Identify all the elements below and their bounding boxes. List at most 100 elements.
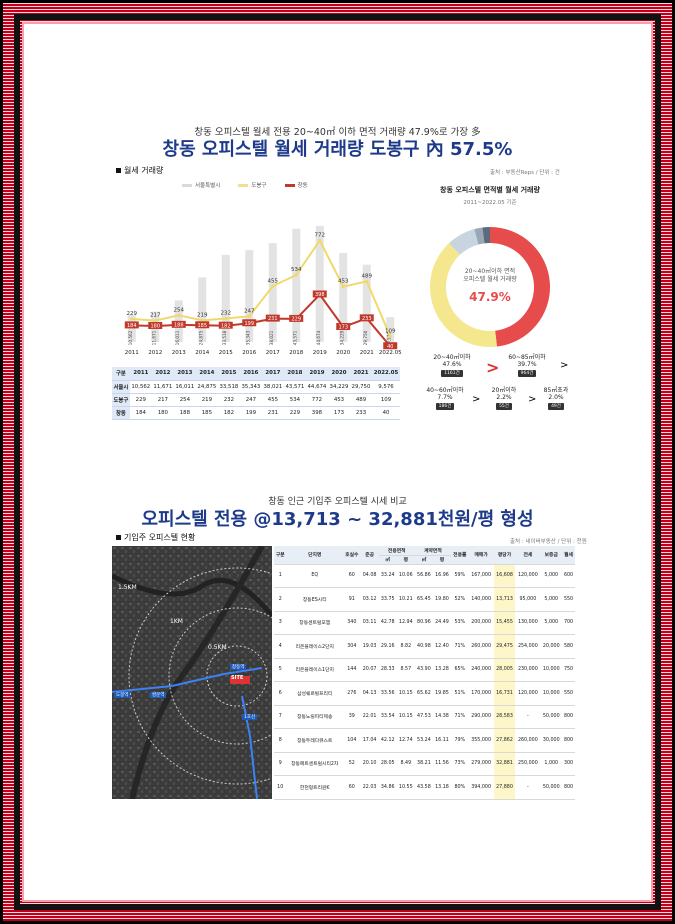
point-dobong-2017 (271, 284, 275, 288)
t2-cell: 33.54 (378, 705, 397, 729)
t2-cell: 22.01 (360, 705, 379, 729)
t2-cell: 5,000 (540, 611, 563, 635)
t2-cell: 65.45 (414, 587, 433, 612)
t2-header: 월세 (562, 546, 575, 565)
t2-cell: 한천렁트리원K (286, 775, 344, 800)
t2-cell: 260,000 (468, 634, 494, 659)
t2-cell: 15,455 (493, 611, 516, 635)
t2-cell: 79% (451, 728, 469, 753)
table-row: 2 창동ES시티 91 03.12 33.75 10.21 65.45 19.80 52% 140… (274, 587, 575, 612)
t2-cell: 51% (451, 681, 469, 706)
radius-label-1000: 1KM (170, 618, 183, 625)
t1-cell: 233 (349, 406, 372, 420)
rank-item-1: 20~40㎡이하 47.6% 1161건 (433, 354, 471, 377)
t2-cell: 71% (451, 634, 469, 659)
bar-label-seoul-2019: 44,674 (316, 330, 321, 345)
t2-cell: 03.12 (360, 587, 379, 612)
t2-cell: - (515, 705, 541, 729)
t2-cell: 240,000 (468, 658, 494, 682)
t2-cell: 34.86 (378, 775, 397, 800)
table-row: 3 창동센트럴포엠 340 03.11 42.78 12.94 80.96 24.49 53% 2… (274, 611, 575, 635)
t2-cell: 10,000 (540, 658, 563, 682)
bullet-square-icon (116, 535, 121, 540)
t1-cell: 43,571 (283, 380, 306, 394)
rank-item-2: 60~85㎡이하 39.7% 964건 (508, 354, 546, 377)
pie-slice-0 (490, 227, 550, 347)
t2-cell: 20.10 (360, 752, 379, 776)
header-title: 창동 오피스텔 월세 거래량 도봉구 內 57.5% (162, 139, 513, 160)
legend-item-seoul: 서울특별시 (182, 181, 220, 189)
t2-cell: 창동메트센트럴시티2차 (286, 752, 344, 776)
t1-cell: 24,875 (195, 380, 218, 394)
tick-label-2014: 2014 (195, 350, 209, 356)
t2-cell: 28.05 (378, 752, 397, 776)
bar-seoul-2017 (268, 243, 277, 342)
t1-header-2: 2012 (151, 367, 174, 381)
bar-label-seoul-2014: 24,875 (198, 330, 203, 345)
t2-cell: 120,000 (515, 564, 541, 588)
arrow-right-icon: > (528, 394, 537, 405)
t2-cell: 50,000 (540, 775, 563, 800)
bar-label-seoul-2016: 35,343 (245, 330, 250, 345)
officetel-price-table: 구분 단지명 호실수 준공 전용면적 계약면적 전용률 매매가 평당가 전세 보증금 월세 ㎡ 평 ㎡ 평 1 E… (274, 546, 575, 800)
t2-cell: 130,000 (515, 611, 541, 635)
t1-cell: 창동 (112, 406, 130, 420)
t2-cell: 창동ES시티 (286, 587, 344, 612)
t1-cell: 33,518 (217, 380, 240, 394)
table-row: 서울시 10,562 11,671 16,011 24,875 33,518 35,343 3… (112, 380, 400, 394)
t2-cell: 144 (343, 658, 361, 682)
t2-cell: 8 (274, 728, 287, 753)
data-label-dobong-2017: 455 (268, 278, 279, 284)
data-label-dobong-2016: 247 (244, 308, 255, 314)
data-label-changdong-2019: 398 (315, 292, 325, 298)
data-label-dobong-2022.05: 109 (385, 328, 396, 334)
t1-header-11: 2021 (349, 367, 372, 381)
t2-cell: 71% (451, 705, 469, 729)
t2-cell: 8.82 (396, 634, 415, 659)
t1-cell: 453 (327, 393, 350, 407)
t2-cell: 10 (274, 775, 287, 800)
tick-label-2013: 2013 (172, 350, 186, 356)
legend-item-changdong: 창동 (284, 181, 308, 189)
t2-cell: 580 (562, 634, 575, 659)
table-row: 8 창동두레다큐스트 104 17.04 42.12 12.74 53.24 16.11 79%… (274, 728, 575, 753)
t2-cell: 104 (343, 728, 361, 753)
pie-center-value: 47.9% (469, 290, 511, 304)
label-bg-changdong-2011 (124, 321, 139, 329)
t2-cell: EQ (286, 564, 344, 588)
map-section-label: 기입주 오피스텔 현황 (116, 532, 195, 543)
t2-cell: 65.62 (414, 681, 433, 706)
bar-label-seoul-2022.05: 9,576 (386, 332, 391, 344)
t2-cell: 60 (343, 775, 361, 800)
data-label-dobong-2014: 219 (197, 312, 208, 318)
label-bg-changdong-2014 (195, 321, 210, 329)
t2-cell: 16.11 (432, 728, 452, 753)
t2-cell: 53% (451, 611, 469, 635)
table-row: 6 삼성쉐르빌프리티 276 04.13 33.56 10.15 65.62 19.85 51%… (274, 681, 575, 706)
bar-seoul-2022.05 (386, 317, 395, 342)
data-label-dobong-2019: 772 (315, 232, 326, 238)
station-label-changdong: 창동역 (230, 664, 247, 670)
t1-cell: 184 (129, 406, 152, 420)
t2-cell: 279,000 (468, 752, 494, 776)
t2-cell: 27,862 (493, 728, 516, 753)
t1-header-0: 구분 (112, 367, 130, 381)
tick-label-2018: 2018 (289, 350, 303, 356)
t1-cell: 217 (151, 393, 174, 407)
t2-cell: 10.55 (396, 775, 415, 800)
t2-cell: 17.04 (360, 728, 379, 753)
t2-cell: 12.40 (432, 634, 452, 659)
t2-cell: 167,000 (468, 564, 494, 588)
t2-cell: 29.16 (378, 634, 397, 659)
t2-cell: 04.13 (360, 681, 379, 706)
t1-cell: 29,750 (349, 380, 372, 394)
t2-cell: 73% (451, 752, 469, 776)
label-bg-changdong-2015 (218, 321, 233, 329)
t2-cell: 42.12 (378, 728, 397, 753)
t2-cell: 800 (562, 728, 575, 753)
t2-cell: 65% (451, 658, 469, 682)
bar-seoul-2014 (198, 277, 207, 342)
t2-cell: 33.75 (378, 587, 397, 612)
bullet-square-icon (116, 168, 121, 173)
t2-subheader: ㎡ (414, 555, 433, 565)
